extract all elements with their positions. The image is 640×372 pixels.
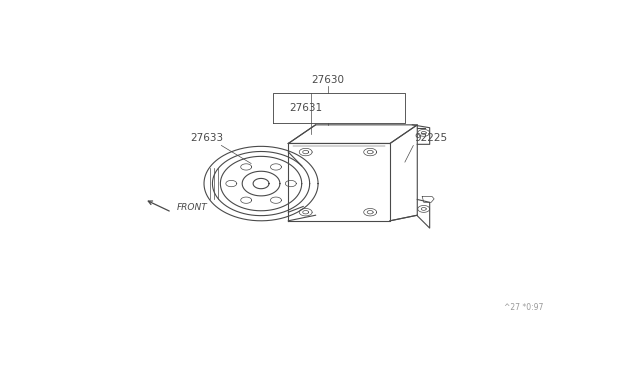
Text: 27630: 27630 [312, 75, 344, 85]
Text: FRONT: FRONT [177, 203, 207, 212]
Text: 27631: 27631 [289, 103, 323, 113]
Text: 27633: 27633 [190, 134, 223, 144]
Text: ^27 *0:97: ^27 *0:97 [504, 304, 543, 312]
Text: 92225: 92225 [415, 134, 448, 144]
